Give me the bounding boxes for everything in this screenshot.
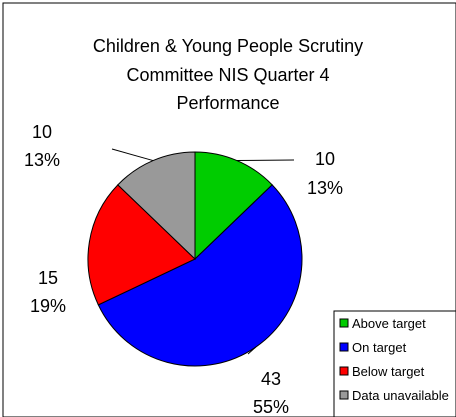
pie-slice-on-target bbox=[97, 184, 303, 367]
legend-swatch-above-target bbox=[339, 318, 349, 328]
legend-swatch-on-target bbox=[339, 342, 349, 352]
pie-leader-lines bbox=[111, 148, 295, 355]
pie-data-labels: 10 13% 43 55% 15 19% 10 13% bbox=[24, 122, 343, 417]
data-label-percent-on-target: 55% bbox=[253, 397, 289, 417]
legend: Above target On target Below target Data un… bbox=[333, 310, 456, 417]
chart-title-line-3: Performance bbox=[176, 93, 279, 113]
data-label-percent-above-target: 13% bbox=[307, 178, 343, 198]
legend-label-data-unavailable: Data unavailable bbox=[352, 388, 449, 403]
data-label-value-data-unavailable: 10 bbox=[32, 122, 52, 142]
legend-swatch-data-unavailable bbox=[339, 390, 349, 400]
pie-slice-below-target bbox=[87, 184, 196, 306]
legend-box bbox=[333, 310, 456, 417]
leader-line-on-target bbox=[247, 346, 257, 355]
leader-line-data-unavailable bbox=[111, 148, 154, 162]
pie-slices bbox=[87, 151, 303, 367]
legend-swatch-below-target bbox=[339, 366, 349, 376]
data-label-value-on-target: 43 bbox=[261, 369, 281, 389]
data-label-percent-below-target: 19% bbox=[30, 296, 66, 316]
legend-label-below-target: Below target bbox=[352, 364, 425, 379]
data-label-percent-data-unavailable: 13% bbox=[24, 150, 60, 170]
leader-line-above-target bbox=[236, 159, 295, 162]
data-label-value-below-target: 15 bbox=[38, 268, 58, 288]
data-label-value-above-target: 10 bbox=[315, 149, 335, 169]
chart-title-line-1: Children & Young People Scrutiny bbox=[93, 36, 363, 56]
legend-label-on-target: On target bbox=[352, 340, 407, 355]
legend-label-above-target: Above target bbox=[352, 316, 426, 331]
chart-title-line-2: Committee NIS Quarter 4 bbox=[126, 65, 329, 85]
